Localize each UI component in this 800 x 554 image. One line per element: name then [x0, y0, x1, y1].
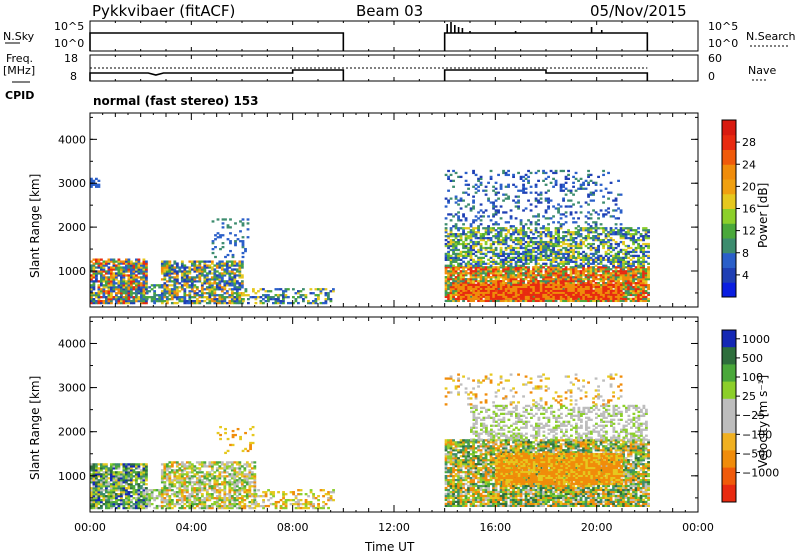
nave-label: Nave — [748, 64, 777, 77]
x-tick-label-6: 00:00 — [682, 521, 714, 534]
power-colorbar-label-4: 20 — [742, 180, 756, 193]
power-colorbar-label-2: 12 — [742, 225, 756, 238]
power-colorbar-segment — [722, 120, 736, 136]
power-colorbar-label-0: 4 — [742, 269, 749, 282]
cpid-text: normal (fast stereo) 153 — [93, 94, 259, 108]
velocity-colorbar-segment — [722, 347, 736, 365]
nsearch-tick-top-right: 10^5 — [708, 20, 739, 33]
x-tick-label-0: 00:00 — [74, 521, 106, 534]
freq-label-1: Freq. — [6, 52, 34, 65]
velocity-y-tick-label-1: 2000 — [58, 426, 86, 439]
velocity-colorbar-segment — [722, 416, 736, 434]
velocity-colorbar-segment — [722, 330, 736, 348]
power-colorbar-segment — [722, 164, 736, 180]
velocity-colorbar-segment — [722, 450, 736, 469]
nsky-tick-top-left: 10^5 — [54, 20, 85, 33]
nsky-line — [89, 32, 649, 51]
freq-tick-bottom: 8 — [70, 70, 77, 83]
nsearch-label: N.Search — [746, 30, 796, 43]
power-colorbar-segment — [722, 282, 736, 298]
velocity-colorbar-label-5: −100 — [742, 428, 772, 441]
velocity-colorbar-label: Velocity [m s⁻¹] — [756, 374, 770, 468]
x-tick-label-1: 04:00 — [175, 521, 207, 534]
cpid-label: CPID — [5, 89, 35, 102]
power-colorbar-segment — [722, 179, 736, 195]
power-y-tick-label-0: 1000 — [58, 265, 86, 278]
nsky-tick-bottom-left: 10^0 — [54, 37, 85, 50]
velocity-colorbar-segment — [722, 381, 736, 400]
power-y-tick-label-1: 2000 — [58, 221, 86, 234]
nsky-panel-frame — [89, 20, 699, 52]
x-tick-label-3: 12:00 — [378, 521, 410, 534]
power-colorbar-label-3: 16 — [742, 203, 756, 216]
power-heatmap — [90, 169, 650, 305]
power-colorbar-label-5: 24 — [742, 158, 756, 171]
nsearch-tick-bottom-right: 10^0 — [708, 37, 739, 50]
velocity-colorbar-label-3: 25 — [742, 390, 756, 403]
velocity-ylabel: Slant Range [km] — [28, 375, 42, 480]
power-colorbar-segment — [722, 267, 736, 283]
velocity-colorbar-label-4: −25 — [742, 409, 765, 422]
x-axis-label: Time UT — [365, 540, 415, 554]
power-colorbar-segment — [722, 223, 736, 239]
velocity-y-tick-label-0: 1000 — [58, 470, 86, 483]
power-ylabel: Slant Range [km] — [28, 173, 42, 278]
velocity-colorbar-segment — [722, 364, 736, 383]
freq-tick-top: 18 — [64, 52, 78, 65]
freq-line — [89, 69, 649, 81]
beam-title: Beam 03 — [356, 2, 424, 20]
velocity-colorbar-label-7: −1000 — [742, 467, 779, 480]
x-tick-label-4: 16:00 — [479, 521, 511, 534]
power-colorbar-segment — [722, 252, 736, 268]
power-y-tick-label-3: 4000 — [58, 133, 86, 146]
power-colorbar-segment — [722, 193, 736, 209]
x-tick-label-2: 08:00 — [277, 521, 309, 534]
velocity-colorbar-label-0: 1000 — [742, 333, 770, 346]
velocity-colorbar-label-6: −500 — [742, 447, 772, 460]
velocity-colorbar-frame — [721, 329, 737, 503]
power-colorbar-label-1: 8 — [742, 247, 749, 260]
velocity-colorbar-label-2: 100 — [742, 371, 763, 384]
power-colorbar-segment — [722, 149, 736, 165]
station-title: Pykkvibaer (fitACF) — [92, 2, 236, 20]
velocity-y-tick-label-2: 3000 — [58, 382, 86, 395]
date-title: 05/Nov/2015 — [590, 2, 687, 20]
nsky-label: N.Sky — [3, 30, 35, 43]
power-colorbar-label: Power [dB] — [756, 182, 770, 248]
x-tick-label-5: 20:00 — [581, 521, 613, 534]
nave-tick-top: 60 — [708, 52, 722, 65]
power-colorbar-segment — [722, 134, 736, 150]
power-colorbar-label-6: 28 — [742, 136, 756, 149]
velocity-colorbar-segment — [722, 484, 736, 503]
velocity-colorbar-segment — [722, 467, 736, 486]
power-colorbar-segment — [722, 208, 736, 224]
velocity-colorbar-segment — [722, 398, 736, 417]
power-colorbar-segment — [722, 238, 736, 254]
nave-tick-bottom: 0 — [708, 70, 715, 83]
velocity-colorbar-segment — [722, 433, 736, 451]
power-y-tick-label-2: 3000 — [58, 177, 86, 190]
freq-label-2: [MHz] — [3, 64, 36, 77]
velocity-heatmap — [90, 373, 650, 510]
velocity-y-tick-label-3: 4000 — [58, 337, 86, 350]
velocity-colorbar-label-1: 500 — [742, 352, 763, 365]
